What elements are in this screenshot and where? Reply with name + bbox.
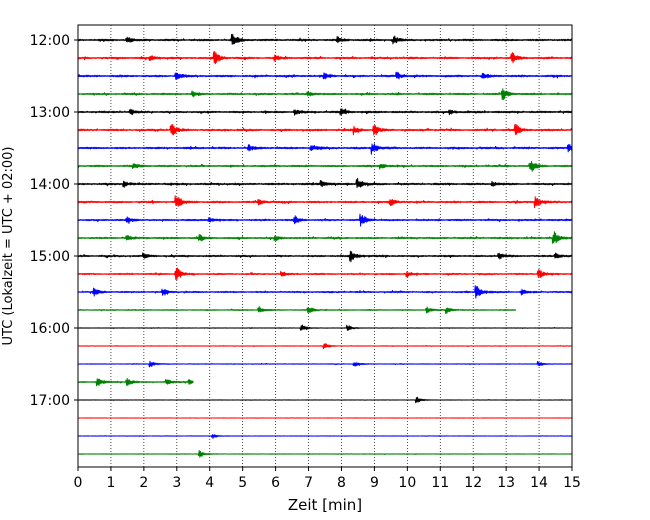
trace-line [77, 231, 573, 244]
x-axis-ticks: 0 1 2 3 4 5 6 7 8 9 10 11 12 13 14 15 [74, 467, 581, 491]
trace-line [77, 250, 573, 263]
trace-line [77, 88, 573, 101]
x-tick-label: 10 [398, 475, 416, 491]
trace-line [77, 324, 572, 331]
trace-line [77, 195, 573, 209]
trace-line [77, 51, 573, 65]
x-tick-label: 7 [304, 475, 313, 491]
trace-line [77, 160, 573, 172]
x-tick-label: 15 [563, 475, 581, 491]
x-tick-label: 13 [497, 475, 515, 491]
trace-line [77, 306, 517, 314]
trace-line [77, 377, 194, 387]
x-tick-label: 4 [205, 475, 214, 491]
trace-line [77, 71, 573, 80]
trace-line [77, 33, 573, 45]
trace-line [77, 434, 573, 439]
trace-line [77, 417, 572, 419]
trace-line [77, 285, 573, 299]
y-tick-label: 13:00 [30, 105, 70, 121]
x-axis-label: Zeit [min] [288, 496, 362, 514]
trace-line [77, 213, 573, 227]
x-tick-label: 12 [464, 475, 482, 491]
x-tick-label: 1 [106, 475, 115, 491]
trace-line [77, 143, 573, 155]
x-tick-label: 11 [431, 475, 449, 491]
trace-line [77, 396, 572, 404]
x-tick-label: 0 [74, 475, 83, 491]
x-tick-label: 9 [370, 475, 379, 491]
seismogram-traces [77, 33, 573, 458]
x-tick-label: 14 [530, 475, 548, 491]
y-tick-label: 17:00 [30, 393, 70, 409]
trace-line [77, 360, 573, 368]
trace-line [77, 177, 573, 189]
y-tick-label: 15:00 [30, 249, 70, 265]
x-tick-label: 2 [139, 475, 148, 491]
trace-line [77, 343, 572, 350]
x-tick-label: 3 [172, 475, 181, 491]
x-tick-label: 8 [337, 475, 346, 491]
trace-line [77, 449, 573, 458]
plot-frame [77, 24, 573, 468]
trace-line [77, 123, 573, 136]
trace-line [77, 108, 573, 116]
y-axis-label: UTC (Lokalzeit = UTC + 02:00) [1, 147, 16, 346]
x-tick-label: 5 [238, 475, 247, 491]
x-tick-label: 6 [271, 475, 280, 491]
trace-line [77, 267, 573, 280]
y-tick-label: 14:00 [30, 177, 70, 193]
y-tick-label: 16:00 [30, 321, 70, 337]
y-tick-label: 12:00 [30, 33, 70, 49]
y-axis-ticks: 12:00 13:00 14:00 15:00 16:00 17:00 [30, 33, 78, 409]
